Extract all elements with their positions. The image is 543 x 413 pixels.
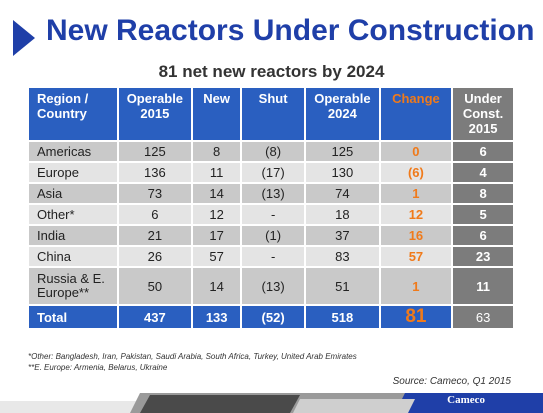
cell-shut: - <box>242 205 305 224</box>
cell-shut: - <box>242 247 305 266</box>
cell-shut: (8) <box>242 142 305 161</box>
cell-under-construction: 11 <box>453 268 513 304</box>
cell-operable-2015: 6 <box>118 205 192 224</box>
cell-change: 0 <box>380 142 452 161</box>
table-row: India 21 17 (1) 37 16 6 <box>29 226 513 245</box>
table-row: Americas 125 8 (8) 125 0 6 <box>29 142 513 161</box>
footnotes: *Other: Bangladesh, Iran, Pakistan, Saud… <box>28 351 357 373</box>
cell-change: 1 <box>380 268 452 304</box>
cell-under-construction: 23 <box>453 247 513 266</box>
footer-stripes <box>0 393 543 413</box>
cell-change: 16 <box>380 226 452 245</box>
total-change: 81 <box>380 306 452 328</box>
cell-operable-2024: 51 <box>306 268 379 304</box>
cell-under-construction: 8 <box>453 184 513 203</box>
cell-new: 17 <box>193 226 241 245</box>
cell-operable-2024: 83 <box>306 247 379 266</box>
cell-operable-2024: 125 <box>306 142 379 161</box>
total-label: Total <box>29 306 117 328</box>
cell-region: Russia & E. Europe** <box>29 268 117 304</box>
total-shut: (52) <box>242 306 305 328</box>
table-row: Russia & E. Europe** 50 14 (13) 51 1 11 <box>29 268 513 304</box>
cell-operable-2024: 74 <box>306 184 379 203</box>
cell-new: 57 <box>193 247 241 266</box>
total-operable-2024: 518 <box>306 306 379 328</box>
cell-new: 11 <box>193 163 241 182</box>
page-title: New Reactors Under Construction <box>46 14 535 47</box>
subtitle: 81 net new reactors by 2024 <box>158 62 385 81</box>
cell-operable-2015: 136 <box>118 163 192 182</box>
header-shut: Shut <box>242 88 305 140</box>
cell-change: 12 <box>380 205 452 224</box>
footnote-other: *Other: Bangladesh, Iran, Pakistan, Saud… <box>28 352 357 361</box>
cell-operable-2015: 125 <box>118 142 192 161</box>
cell-region: China <box>29 247 117 266</box>
cell-new: 14 <box>193 184 241 203</box>
source-note: Source: Cameco, Q1 2015 <box>392 376 511 387</box>
total-row: Total 437 133 (52) 518 81 63 <box>29 306 513 328</box>
cell-new: 12 <box>193 205 241 224</box>
table-header-row: Region / Country Operable 2015 New Shut … <box>29 88 513 140</box>
cell-under-construction: 4 <box>453 163 513 182</box>
cell-change: 1 <box>380 184 452 203</box>
reactors-table: Region / Country Operable 2015 New Shut … <box>27 86 515 330</box>
cell-operable-2015: 50 <box>118 268 192 304</box>
header-operable-2024: Operable 2024 <box>306 88 379 140</box>
cell-new: 8 <box>193 142 241 161</box>
cell-operable-2024: 18 <box>306 205 379 224</box>
cameco-logo: Cameco <box>447 394 485 406</box>
footnote-europe: **E. Europe: Armenia, Belarus, Ukraine <box>28 363 168 372</box>
cell-under-construction: 6 <box>453 226 513 245</box>
cell-change: (6) <box>380 163 452 182</box>
cell-new: 14 <box>193 268 241 304</box>
cell-region: India <box>29 226 117 245</box>
cell-region: Other* <box>29 205 117 224</box>
table-row: Europe 136 11 (17) 130 (6) 4 <box>29 163 513 182</box>
cell-operable-2015: 73 <box>118 184 192 203</box>
table-row: Asia 73 14 (13) 74 1 8 <box>29 184 513 203</box>
header-change: Change <box>380 88 452 140</box>
cell-shut: (17) <box>242 163 305 182</box>
cell-under-construction: 6 <box>453 142 513 161</box>
cell-region: Europe <box>29 163 117 182</box>
total-operable-2015: 437 <box>118 306 192 328</box>
cell-operable-2024: 130 <box>306 163 379 182</box>
cell-shut: (1) <box>242 226 305 245</box>
cell-operable-2015: 21 <box>118 226 192 245</box>
header-operable-2015: Operable 2015 <box>118 88 192 140</box>
total-new: 133 <box>193 306 241 328</box>
cell-change: 57 <box>380 247 452 266</box>
header-new: New <box>193 88 241 140</box>
title-arrow-icon <box>13 20 35 56</box>
cell-region: Asia <box>29 184 117 203</box>
table-row: China 26 57 - 83 57 23 <box>29 247 513 266</box>
cell-shut: (13) <box>242 184 305 203</box>
cell-under-construction: 5 <box>453 205 513 224</box>
cell-shut: (13) <box>242 268 305 304</box>
cell-region: Americas <box>29 142 117 161</box>
header-under-construction: Under Const. 2015 <box>453 88 513 140</box>
header-region: Region / Country <box>29 88 117 140</box>
table-row: Other* 6 12 - 18 12 5 <box>29 205 513 224</box>
cell-operable-2015: 26 <box>118 247 192 266</box>
cell-operable-2024: 37 <box>306 226 379 245</box>
footer-bar <box>0 393 543 413</box>
total-under-construction: 63 <box>453 306 513 328</box>
